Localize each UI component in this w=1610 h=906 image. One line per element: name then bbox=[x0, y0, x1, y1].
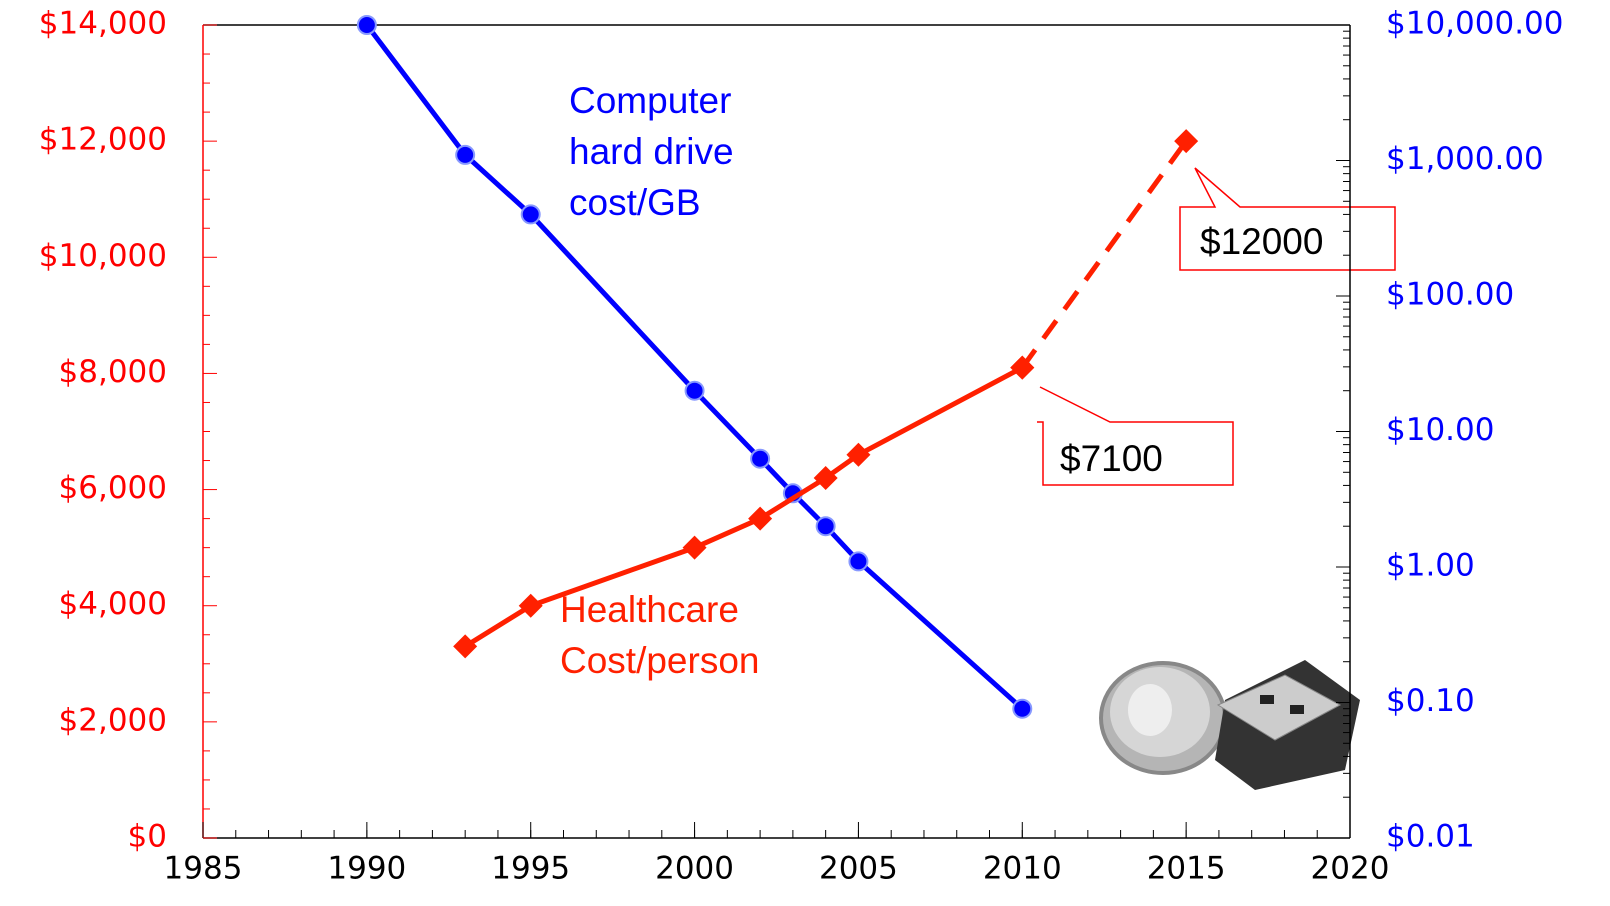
y-tick-label: $12,000 bbox=[39, 122, 167, 158]
y2-tick-label: $1,000.00 bbox=[1386, 141, 1544, 177]
series-line bbox=[465, 368, 1022, 647]
x-tick-label: 1995 bbox=[491, 851, 570, 887]
y2-tick-label: $100.00 bbox=[1386, 277, 1514, 313]
page: {"chart_data": { "type": "line", "xlim":… bbox=[0, 0, 1610, 906]
x-tick-label: 2015 bbox=[1147, 851, 1226, 887]
y-tick-label: $0 bbox=[128, 819, 167, 855]
point bbox=[849, 552, 867, 570]
annotation: $7100 bbox=[1060, 438, 1163, 479]
y2-tick-label: $1.00 bbox=[1386, 548, 1475, 584]
x-tick-label: 2000 bbox=[655, 851, 734, 887]
series-label: Cost/person bbox=[560, 640, 760, 681]
point bbox=[686, 382, 704, 400]
series-label: Computer bbox=[569, 80, 731, 121]
point bbox=[358, 16, 376, 34]
series-label: Healthcare bbox=[560, 589, 739, 630]
callout-7100: $7100 bbox=[1037, 387, 1233, 485]
y2-tick-label: $10,000.00 bbox=[1386, 6, 1564, 42]
x-tick-label: 1990 bbox=[327, 851, 406, 887]
point bbox=[683, 536, 707, 560]
point bbox=[456, 146, 474, 164]
chart: $7100 $12000 1985 1990 1995 2000 2005 2010 201… bbox=[0, 0, 1610, 906]
x-tick-label: 2010 bbox=[983, 851, 1062, 887]
series-line bbox=[1022, 141, 1186, 367]
x-tick-label: 2020 bbox=[1311, 851, 1390, 887]
image-coin bbox=[1101, 663, 1225, 773]
y2-tick-label: $0.01 bbox=[1386, 819, 1475, 855]
series-label: cost/GB bbox=[569, 182, 701, 223]
point bbox=[522, 205, 540, 223]
point bbox=[1013, 700, 1031, 718]
point bbox=[453, 634, 477, 658]
y-tick-label: $2,000 bbox=[59, 702, 167, 738]
point bbox=[748, 507, 772, 531]
x-tick-label: 2005 bbox=[819, 851, 898, 887]
point bbox=[751, 450, 769, 468]
y-tick-label: $4,000 bbox=[59, 586, 167, 622]
y-tick-label: $10,000 bbox=[39, 238, 167, 274]
image-usb bbox=[1215, 660, 1360, 790]
y-tick-label: $8,000 bbox=[59, 354, 167, 390]
x-tick-label: 1985 bbox=[164, 851, 243, 887]
y2-tick-label: $0.10 bbox=[1386, 683, 1475, 719]
annotation: $12000 bbox=[1200, 221, 1323, 262]
y-tick-label: $14,000 bbox=[39, 6, 167, 42]
y-tick-label: $6,000 bbox=[59, 470, 167, 506]
callout-12000: $12000 bbox=[1180, 168, 1395, 270]
point bbox=[817, 517, 835, 535]
point bbox=[519, 594, 543, 618]
series-label: hard drive bbox=[569, 131, 734, 172]
y2-tick-label: $10.00 bbox=[1386, 412, 1494, 448]
